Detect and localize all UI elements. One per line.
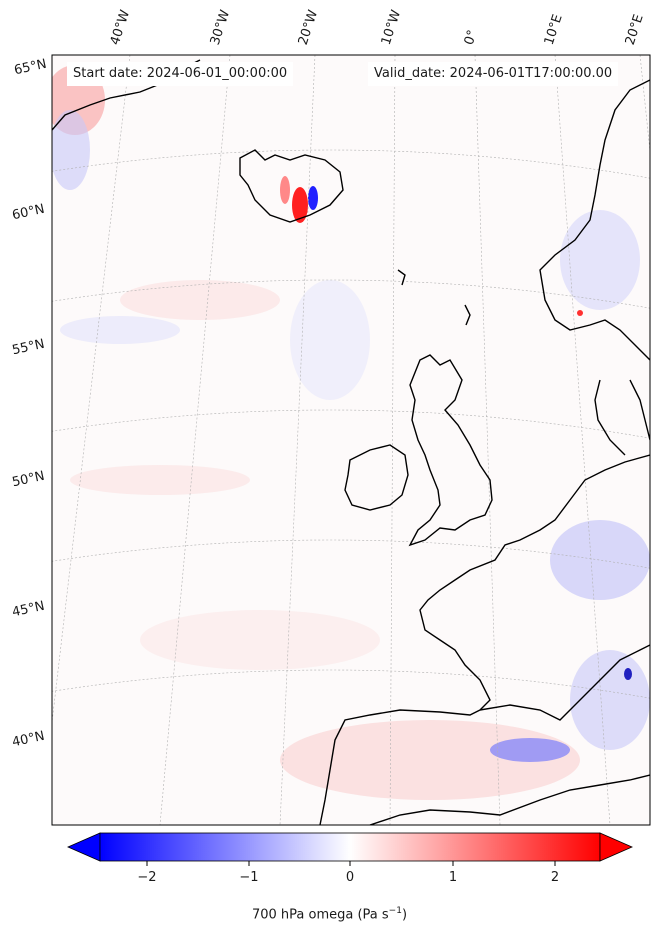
colorbar-label: 700 hPa omega (Pa s−1) xyxy=(0,906,659,922)
colorbar-label-text: 700 hPa omega (Pa s xyxy=(251,907,389,923)
coast-ireland xyxy=(344,444,409,511)
coast-norway xyxy=(539,79,650,361)
colorbar xyxy=(67,832,633,866)
colorbar-extend-high xyxy=(599,832,633,862)
field-patch xyxy=(280,176,290,204)
colorbar-tick-label: −1 xyxy=(239,870,259,885)
field-patch xyxy=(140,610,380,670)
colorbar-tick-label: 2 xyxy=(550,870,560,885)
field-patch xyxy=(70,465,250,495)
coast-faroe xyxy=(397,269,406,286)
map-area xyxy=(52,55,650,825)
field-patch xyxy=(490,738,570,762)
coast-shetland xyxy=(464,304,471,326)
colorbar-label-end: ) xyxy=(401,907,408,923)
colorbar-tick-label: 0 xyxy=(345,870,355,885)
field-patch xyxy=(577,310,583,316)
coast-north-africa xyxy=(369,774,650,825)
coast-sweden xyxy=(629,379,650,441)
coast-iceland xyxy=(239,149,344,223)
field-patch xyxy=(560,210,640,310)
colorbar-tick-label: −2 xyxy=(137,870,157,885)
field-patch xyxy=(290,280,370,400)
field-patch xyxy=(52,110,90,190)
field-patch xyxy=(120,280,280,320)
start-date-label: Start date: 2024-06-01_00:00:00 xyxy=(67,62,294,86)
coast-denmark xyxy=(594,379,626,456)
field-patch xyxy=(292,187,308,223)
coast-iberia xyxy=(319,709,481,825)
colorbar-label-exponent: −1 xyxy=(388,906,402,916)
colorbar-body xyxy=(99,832,601,862)
coast-great-britain xyxy=(408,354,493,547)
coastlines xyxy=(52,59,650,825)
field-patch xyxy=(60,316,180,344)
field-patch xyxy=(280,720,580,800)
field-patch xyxy=(308,186,318,210)
graticule xyxy=(52,55,650,825)
field-patch xyxy=(550,520,650,600)
colorbar-extend-low xyxy=(67,832,101,862)
colorbar-tick-label: 1 xyxy=(448,870,458,885)
field-patch xyxy=(624,668,632,680)
map-border xyxy=(51,54,651,826)
field-patch xyxy=(570,650,650,750)
valid-date-label: Valid_date: 2024-06-01T17:00:00.00 xyxy=(368,62,619,86)
coast-iberia-south xyxy=(479,644,650,721)
coast-continent xyxy=(419,454,650,711)
